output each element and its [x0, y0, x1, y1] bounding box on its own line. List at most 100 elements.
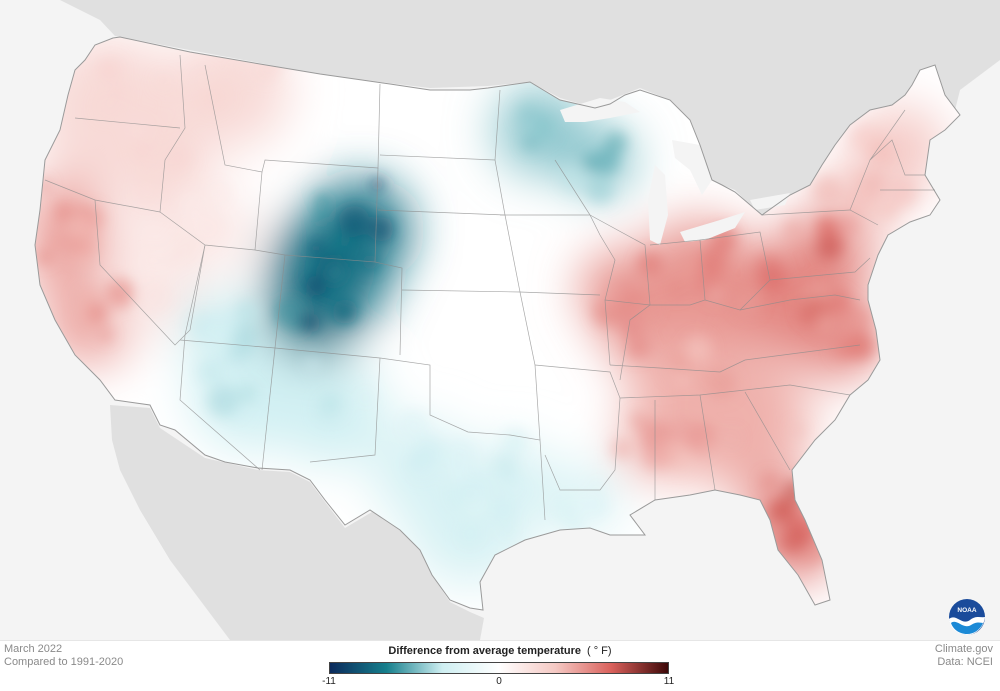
anomaly-speckle	[887, 177, 919, 209]
credit-site: Climate.gov	[934, 643, 993, 655]
anomaly-speckle	[790, 423, 806, 438]
anomaly-speckle	[304, 356, 321, 372]
anomaly-speckle	[697, 438, 711, 452]
anomaly-speckle	[328, 266, 343, 280]
footer-bar: March 2022 Compared to 1991-2020 Differe…	[0, 640, 1000, 691]
anomaly-speckle	[867, 201, 881, 216]
anomaly-speckle	[567, 518, 584, 535]
anomaly-speckle	[753, 521, 774, 542]
anomaly-speckle	[725, 431, 739, 446]
anomaly-speckle	[332, 299, 358, 325]
anomaly-speckle	[273, 296, 306, 329]
anomaly-speckle	[626, 335, 650, 360]
canada-land	[60, 0, 1000, 215]
anomaly-speckle	[47, 232, 66, 252]
anomaly-speckle	[361, 253, 379, 271]
noaa-logo-text: NOAA	[957, 607, 976, 614]
anomaly-speckle	[560, 164, 588, 193]
anomaly-speckle	[336, 236, 350, 250]
anomaly-speckle	[611, 438, 633, 460]
anomaly-speckle	[761, 473, 777, 490]
anomaly-speckle	[573, 493, 594, 514]
anomaly-speckle	[100, 328, 113, 341]
anomaly-speckle	[845, 171, 858, 184]
anomaly-speckle	[66, 212, 97, 243]
baseline-label: Compared to 1991-2020	[4, 656, 124, 668]
anomaly-speckle	[878, 200, 899, 220]
anomaly-speckle	[88, 303, 108, 323]
anomaly-speckle	[684, 335, 712, 364]
anomaly-speckle	[105, 278, 135, 309]
anomaly-speckle	[835, 213, 859, 237]
anomaly-speckle	[206, 220, 224, 238]
anomaly-speckle	[36, 249, 52, 265]
legend-unit: ( ° F)	[587, 645, 612, 657]
anomaly-speckle	[209, 181, 231, 204]
anomaly-speckle	[309, 241, 323, 256]
period-label: March 2022	[4, 643, 63, 655]
anomaly-speckle	[586, 175, 615, 205]
anomaly-speckle	[504, 473, 519, 488]
anomaly-speckle	[815, 214, 840, 239]
anomaly-speckle	[170, 101, 189, 119]
anomaly-speckle	[98, 56, 125, 83]
anomaly-speckle	[198, 82, 230, 114]
anomaly-speckle	[735, 289, 761, 316]
anomaly-speckle	[706, 368, 737, 399]
great-lakes	[560, 98, 790, 245]
anomaly-speckle	[237, 384, 257, 404]
credit-data: Data: NCEI	[937, 656, 993, 668]
anomaly-speckle	[135, 248, 162, 275]
anomaly-speckle	[827, 290, 851, 315]
date-info: March 2022 Compared to 1991-2020	[4, 643, 123, 669]
anomaly-speckle	[866, 138, 894, 167]
mexico-land	[110, 405, 484, 640]
anomaly-speckle	[783, 219, 802, 239]
legend-mid-label: 0	[496, 676, 502, 687]
anomaly-speckle	[457, 522, 483, 547]
anomaly-speckle	[816, 235, 843, 262]
anomaly-speckle	[501, 428, 529, 455]
anomaly-speckle	[581, 154, 599, 172]
anomaly-speckle	[631, 412, 647, 429]
anomaly-speckle	[589, 477, 605, 493]
anomaly-speckle	[131, 139, 154, 162]
anomaly-speckle	[415, 462, 430, 477]
anomaly-speckle	[139, 280, 172, 313]
anomaly-speckle	[780, 524, 811, 555]
anomaly-speckle	[237, 301, 256, 320]
anomaly-speckle	[207, 385, 239, 417]
legend-max-label: 11	[663, 676, 675, 687]
anomaly-speckle	[163, 250, 183, 270]
anomaly-speckle	[694, 368, 713, 387]
anomaly-speckle	[814, 313, 835, 334]
state-borders	[44, 54, 935, 521]
anomaly-speckle	[753, 254, 784, 284]
anomaly-speckle	[605, 131, 628, 154]
anomaly-speckle	[592, 147, 620, 175]
anomaly-speckle	[95, 93, 122, 119]
anomaly-speckle	[345, 221, 362, 238]
anomaly-speckle	[668, 352, 694, 377]
anomaly-speckle	[811, 174, 843, 205]
anomaly-speckle	[465, 473, 492, 500]
anomaly-speckle	[841, 304, 873, 337]
anomaly-speckle	[298, 313, 315, 331]
anomaly-speckle	[125, 119, 148, 142]
anomaly-speckle	[182, 208, 210, 236]
color-scale-bar	[329, 662, 669, 674]
anomaly-speckle	[699, 246, 728, 275]
anomaly-speckle	[500, 523, 517, 540]
anomaly-speckle	[767, 499, 794, 526]
anomaly-speckle	[232, 65, 248, 81]
anomaly-speckle	[654, 438, 681, 465]
noaa-logo-icon: NOAA	[949, 599, 985, 635]
anomaly-speckle	[638, 301, 656, 319]
anomaly-speckle	[527, 114, 556, 143]
anomaly-speckle	[610, 281, 632, 303]
legend-title: Difference from average temperature ( ° F…	[0, 645, 1000, 657]
anomaly-speckle	[156, 74, 171, 89]
anomaly-speckle	[314, 193, 331, 209]
anomaly-speckle	[637, 251, 663, 276]
anomaly-speckle	[398, 410, 429, 440]
